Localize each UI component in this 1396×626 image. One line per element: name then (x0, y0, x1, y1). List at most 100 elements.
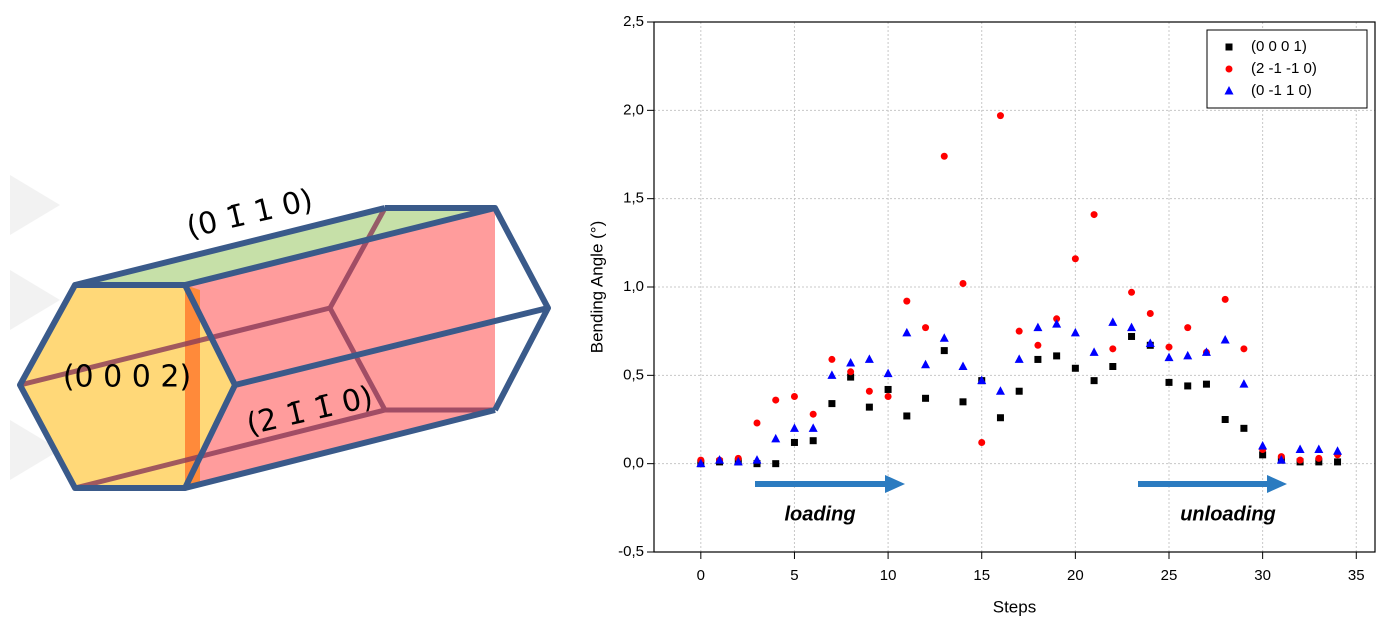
point (715, 455, 725, 464)
point (940, 347, 948, 355)
point (977, 375, 987, 385)
point (1314, 444, 1324, 454)
point (846, 357, 856, 367)
point (790, 393, 798, 401)
point (828, 400, 836, 408)
point (1015, 327, 1023, 335)
point (1184, 382, 1192, 390)
point (1295, 444, 1305, 454)
edges (17, 205, 551, 491)
point (884, 393, 892, 401)
point (1239, 379, 1249, 388)
legend-marker (1225, 65, 1233, 73)
point (1258, 441, 1268, 450)
x-tick-label: 35 (1348, 567, 1365, 584)
front-face (20, 285, 235, 488)
point (1071, 255, 1079, 263)
point (1334, 458, 1342, 466)
edge-strip (185, 285, 200, 488)
point (902, 327, 912, 337)
point (1109, 345, 1117, 353)
point (959, 279, 967, 287)
point (1240, 424, 1248, 432)
point (1033, 322, 1043, 332)
point (1276, 455, 1286, 464)
point (1053, 352, 1061, 360)
point (789, 423, 799, 432)
point (1333, 446, 1343, 455)
point (1184, 324, 1192, 332)
point (922, 394, 930, 402)
legend-label: (0 -1 1 0) (1251, 82, 1312, 99)
y-tick-label: 2,0 (623, 101, 644, 118)
point (1221, 416, 1229, 423)
point (1014, 354, 1024, 363)
point (1296, 456, 1304, 464)
side-face (185, 208, 495, 488)
point (1221, 295, 1229, 303)
point (790, 438, 798, 446)
y-axis-title: Bending Angle (°) (587, 221, 606, 354)
annotation: unloading (1180, 503, 1276, 525)
point (1089, 347, 1099, 356)
legend-label: (0 0 0 1) (1251, 38, 1307, 55)
point (696, 458, 706, 468)
point (995, 386, 1005, 395)
point (1090, 211, 1098, 219)
point (903, 412, 911, 420)
point (1220, 335, 1230, 344)
point (753, 460, 761, 468)
background-shape (10, 175, 60, 235)
point (1202, 380, 1210, 388)
x-tick-label: 20 (1067, 567, 1084, 584)
diagram-label: (0 0 0 2) (63, 360, 191, 395)
point (939, 333, 949, 342)
point (921, 359, 931, 369)
point (1015, 387, 1023, 395)
point (884, 385, 892, 393)
x-tick-label: 0 (697, 567, 705, 584)
y-tick-label: 2,5 (623, 13, 644, 30)
point (1109, 363, 1117, 370)
point (978, 438, 986, 446)
point (1315, 458, 1323, 466)
point (958, 361, 968, 370)
point (847, 373, 855, 381)
plot-frame (653, 21, 1376, 553)
annotation: loading (784, 503, 855, 525)
point (1164, 352, 1174, 362)
y-tick-label: 0,5 (623, 366, 644, 383)
hidden-edges (19, 206, 495, 491)
y-tick-label: -0,5 (618, 543, 644, 560)
point (996, 414, 1004, 422)
point (883, 368, 893, 378)
point (1034, 341, 1042, 349)
point (865, 403, 873, 411)
point (772, 396, 780, 404)
point (1146, 310, 1154, 317)
point (1145, 338, 1155, 348)
point (1127, 322, 1137, 332)
y-tick-label: 1,0 (623, 278, 644, 295)
point (1070, 327, 1080, 337)
x-tick-label: 5 (790, 567, 798, 584)
point (771, 433, 781, 443)
point (922, 324, 930, 332)
top-face (75, 208, 495, 285)
point (753, 419, 761, 427)
point (1315, 454, 1323, 462)
point (828, 355, 836, 363)
point (1071, 364, 1079, 372)
point (1240, 345, 1248, 353)
legend-label: (2 -1 -1 0) (1251, 60, 1317, 77)
point (864, 354, 874, 363)
point (1034, 355, 1042, 363)
legend-marker (1225, 43, 1233, 51)
point (1052, 319, 1062, 328)
point (733, 456, 743, 466)
background-shape (10, 420, 60, 480)
x-tick-label: 30 (1254, 567, 1271, 584)
point (809, 437, 817, 445)
point (752, 455, 762, 464)
